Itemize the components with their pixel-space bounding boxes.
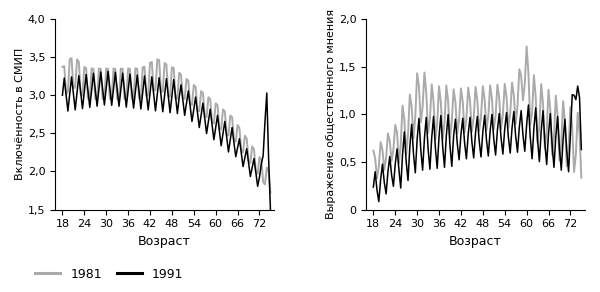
Y-axis label: Включённость в СМИП: Включённость в СМИП xyxy=(15,48,25,180)
X-axis label: Возраст: Возраст xyxy=(449,235,502,248)
Y-axis label: Выражение общественного мнения: Выражение общественного мнения xyxy=(326,9,336,219)
Legend: 1981, 1991: 1981, 1991 xyxy=(30,263,188,286)
X-axis label: Возраст: Возраст xyxy=(138,235,191,248)
